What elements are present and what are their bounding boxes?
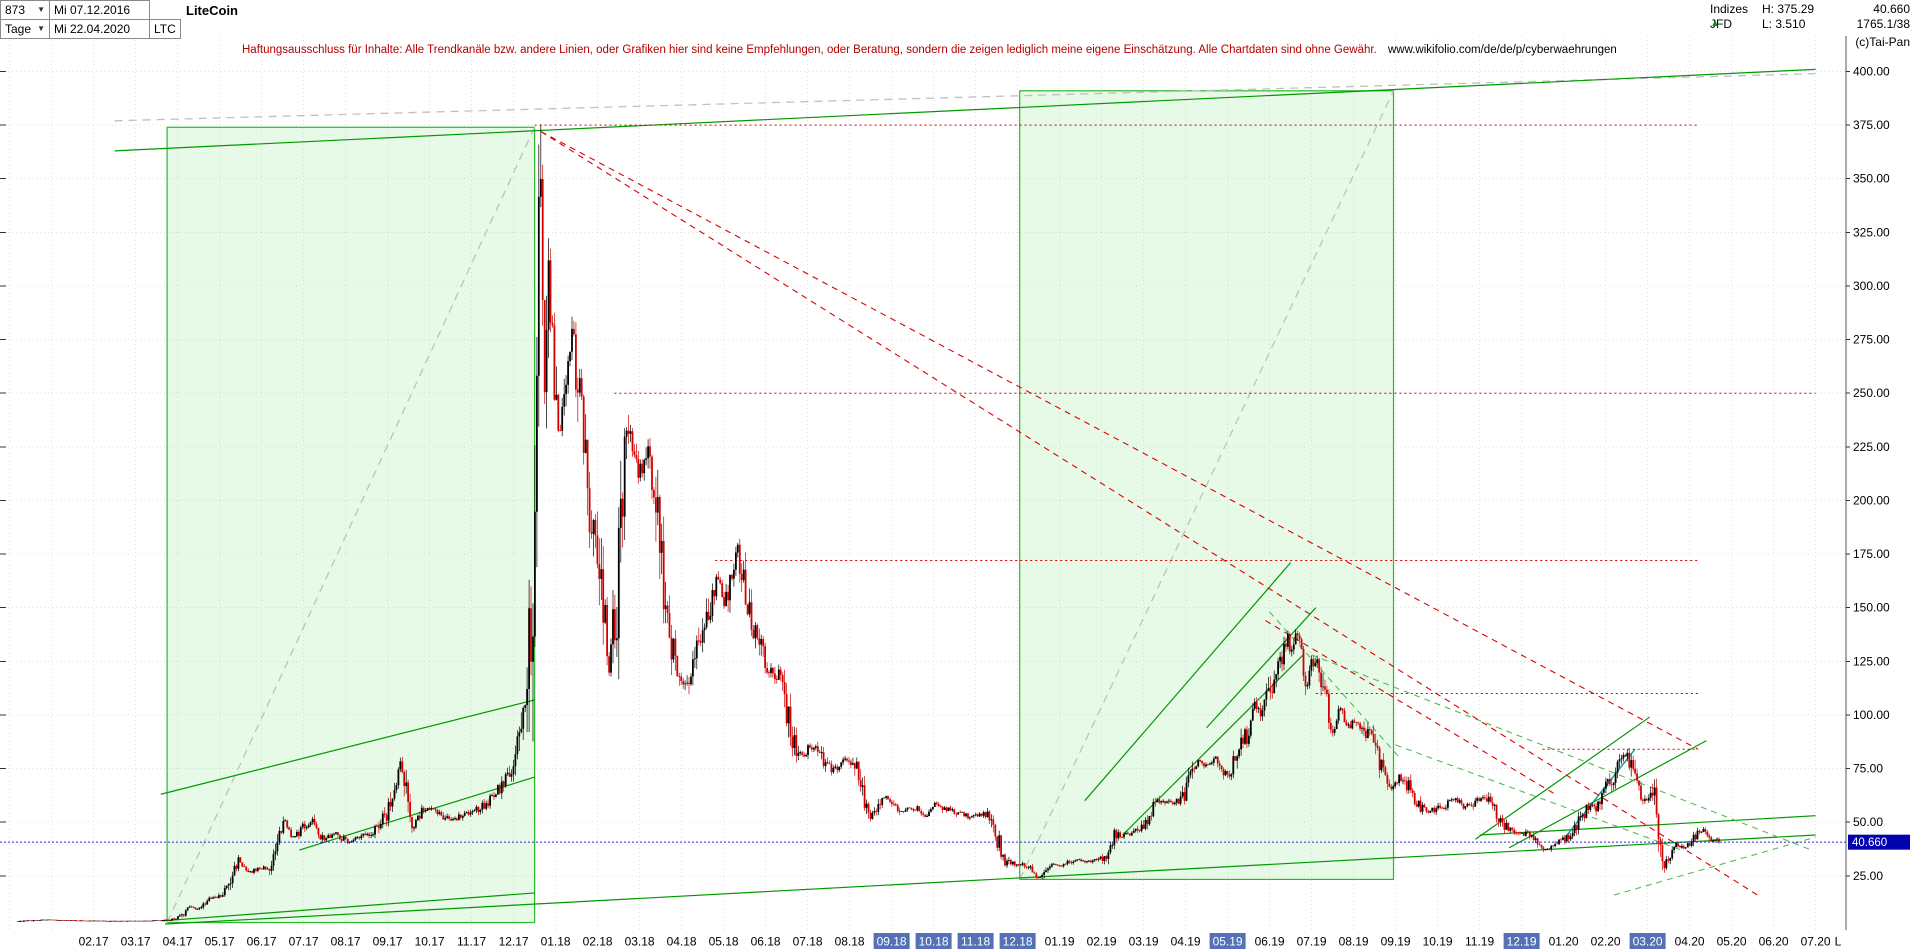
timeframe-value: Tage: [5, 22, 32, 36]
last-price-layer: 40.660: [0, 834, 1910, 850]
quote-row-high: Indizes H: 375.29 40.660: [1710, 2, 1910, 17]
svg-text:05.20: 05.20: [1717, 935, 1747, 949]
svg-text:40.660: 40.660: [1852, 837, 1887, 849]
market-label: Indizes: [1710, 2, 1749, 16]
svg-text:275.00: 275.00: [1853, 333, 1890, 347]
svg-text:05.19: 05.19: [1213, 935, 1243, 949]
svg-text:50.00: 50.00: [1853, 815, 1883, 829]
svg-text:07.19: 07.19: [1297, 935, 1327, 949]
svg-text:03.19: 03.19: [1129, 935, 1159, 949]
svg-text:10.17: 10.17: [415, 935, 445, 949]
svg-text:01.20: 01.20: [1549, 935, 1579, 949]
broker-label: JFD: [1710, 17, 1732, 31]
trendlines-layer[interactable]: [114, 68, 1816, 925]
last-price-value: 40.660: [1873, 2, 1910, 16]
quote-row-low: JFD L: 3.510 1765.1/38: [1710, 17, 1910, 32]
svg-text:09.17: 09.17: [373, 935, 403, 949]
wikifolio-url[interactable]: www.wikifolio.com/de/de/p/cyberwaehrunge…: [1387, 44, 1617, 56]
svg-text:01.19: 01.19: [1045, 935, 1075, 949]
copyright-row: (c)Tai-Pan: [1710, 35, 1910, 50]
session-high-value: H: 375.29: [1762, 2, 1815, 16]
svg-text:10.19: 10.19: [1423, 935, 1453, 949]
svg-text:10.18: 10.18: [919, 935, 949, 949]
svg-text:350.00: 350.00: [1853, 172, 1890, 186]
bars-count-dropdown[interactable]: 873 ▼: [0, 0, 50, 20]
volume-value: 1765.1/38: [1856, 17, 1910, 31]
svg-text:L: L: [1835, 935, 1842, 949]
svg-text:25.00: 25.00: [1853, 869, 1883, 883]
svg-text:06.18: 06.18: [751, 935, 781, 949]
svg-text:12.18: 12.18: [1003, 935, 1033, 949]
svg-text:04.17: 04.17: [163, 935, 193, 949]
svg-text:06.20: 06.20: [1759, 935, 1789, 949]
uptick-triangle-icon: ▲: [1710, 18, 1720, 29]
svg-text:02.17: 02.17: [79, 935, 109, 949]
svg-text:12.17: 12.17: [499, 935, 529, 949]
svg-text:04.20: 04.20: [1675, 935, 1705, 949]
disclaimer-text: Haftungsausschluss für Inhalte: Alle Tre…: [242, 44, 1377, 56]
symbol-field: LTC: [149, 19, 181, 39]
start-date-field[interactable]: Mi 07.12.2016: [49, 0, 150, 20]
chevron-down-icon: ▼: [37, 24, 45, 33]
svg-text:09.18: 09.18: [877, 935, 907, 949]
svg-text:375.00: 375.00: [1853, 118, 1890, 132]
time frame-dropdown[interactable]: Tage ▼: [0, 19, 50, 39]
svg-text:11.18: 11.18: [961, 935, 990, 949]
svg-text:250.00: 250.00: [1853, 386, 1890, 400]
svg-text:03.18: 03.18: [625, 935, 655, 949]
svg-text:150.00: 150.00: [1853, 601, 1890, 615]
svg-text:05.18: 05.18: [709, 935, 739, 949]
svg-text:175.00: 175.00: [1853, 547, 1890, 561]
svg-text:07.17: 07.17: [289, 935, 319, 949]
svg-text:02.18: 02.18: [583, 935, 613, 949]
svg-text:100.00: 100.00: [1853, 708, 1890, 722]
candles-layer[interactable]: [17, 124, 1720, 923]
quote-info-panel: Indizes H: 375.29 40.660 JFD L: 3.510 17…: [1710, 2, 1910, 50]
end-date-field[interactable]: Mi 22.04.2020: [49, 19, 150, 39]
instrument-title: LiteCoin: [186, 3, 238, 18]
svg-text:02.20: 02.20: [1591, 935, 1621, 949]
svg-text:01.18: 01.18: [541, 935, 571, 949]
svg-text:07.18: 07.18: [793, 935, 823, 949]
svg-text:03.17: 03.17: [121, 935, 151, 949]
svg-text:75.00: 75.00: [1853, 762, 1883, 776]
svg-text:02.19: 02.19: [1087, 935, 1117, 949]
svg-text:400.00: 400.00: [1853, 65, 1890, 79]
svg-text:09.19: 09.19: [1381, 935, 1411, 949]
svg-text:225.00: 225.00: [1853, 440, 1890, 454]
svg-text:12.19: 12.19: [1507, 935, 1537, 949]
svg-text:11.19: 11.19: [1465, 935, 1494, 949]
copyright-label: (c)Tai-Pan: [1855, 35, 1910, 49]
session-low-value: L: 3.510: [1762, 17, 1806, 31]
svg-text:300.00: 300.00: [1853, 279, 1890, 293]
svg-text:325.00: 325.00: [1853, 225, 1890, 239]
svg-text:07.20: 07.20: [1801, 935, 1831, 949]
svg-text:125.00: 125.00: [1853, 654, 1890, 668]
grid-layer: [0, 36, 1846, 930]
svg-text:05.17: 05.17: [205, 935, 235, 949]
axes-layer[interactable]: 400.00 375.00 350.00 325.00 300.00 275.00 250.…: [0, 36, 1890, 949]
chevron-down-icon: ▼: [37, 5, 45, 14]
svg-text:11.17: 11.17: [457, 935, 486, 949]
bars-count-value: 873: [5, 3, 26, 17]
range-controls-row-bottom: Tage ▼ Mi 22.04.2020 LTC: [0, 19, 181, 39]
disclaimer-line: Haftungsausschluss für Inhalte: Alle Tre…: [242, 44, 1617, 56]
svg-text:04.18: 04.18: [667, 935, 697, 949]
highlight-boxes-layer: [166, 90, 1395, 924]
svg-text:08.18: 08.18: [835, 935, 865, 949]
svg-text:06.17: 06.17: [247, 935, 277, 949]
svg-text:200.00: 200.00: [1853, 493, 1890, 507]
svg-text:03.20: 03.20: [1633, 935, 1663, 949]
svg-text:04.19: 04.19: [1171, 935, 1201, 949]
svg-text:08.17: 08.17: [331, 935, 361, 949]
svg-text:06.19: 06.19: [1255, 935, 1285, 949]
svg-text:08.19: 08.19: [1339, 935, 1369, 949]
range-controls-row-top: 873 ▼ Mi 07.12.2016: [0, 0, 150, 20]
